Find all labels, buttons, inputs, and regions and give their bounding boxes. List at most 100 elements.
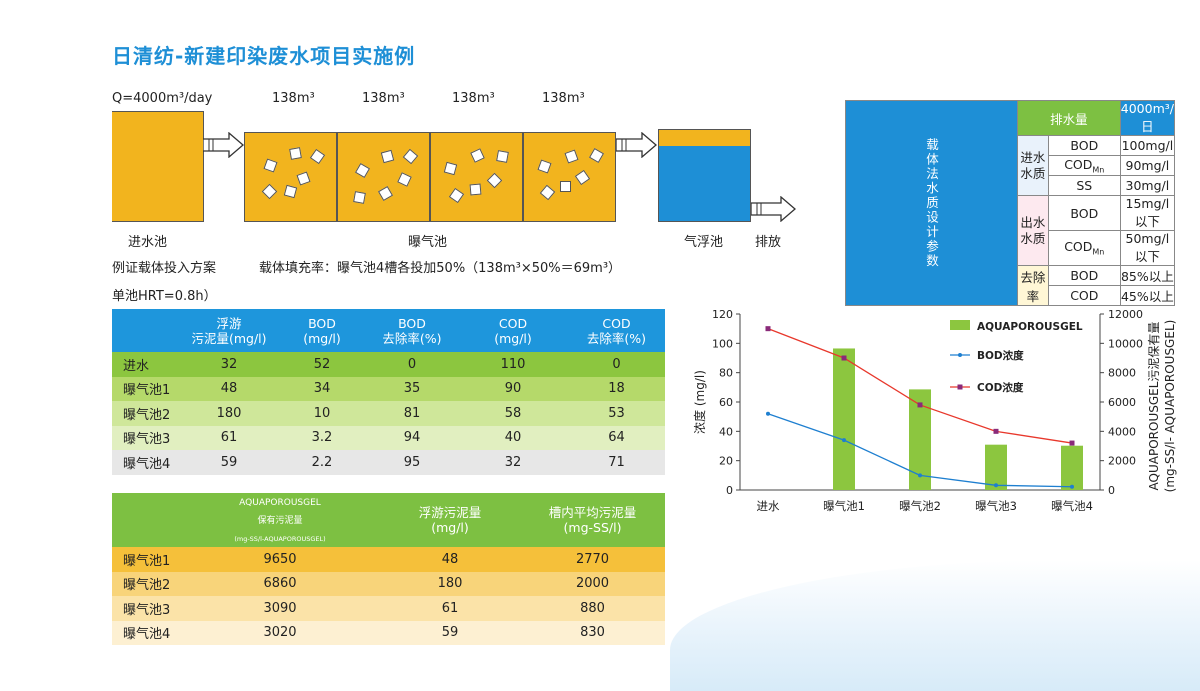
tank-divider bbox=[522, 132, 524, 222]
y2-tick-label: 12000 bbox=[1108, 308, 1143, 321]
bar bbox=[985, 444, 1007, 490]
discharge-label: 排放 bbox=[755, 235, 782, 250]
point bbox=[993, 428, 999, 434]
point bbox=[1069, 440, 1075, 446]
param-value: 85%以上 bbox=[1119, 265, 1176, 286]
x-tick-label: 进水 bbox=[757, 499, 780, 513]
table-cell: 32 bbox=[504, 454, 522, 470]
tank-divider bbox=[336, 132, 338, 222]
water-quality-table: 浮游 污泥量(mg/l) BOD (mg/l) BOD 去除率(%) COD (mg/l… bbox=[112, 309, 665, 475]
table-cell: 94 bbox=[403, 430, 421, 446]
column-header: 浮游污泥量(mg/l) bbox=[180, 309, 278, 352]
bar bbox=[909, 389, 931, 490]
y-tick-label: 120 bbox=[712, 308, 733, 321]
column-header: COD (mg/l) bbox=[458, 309, 568, 352]
param-group-outlet: 出水 水质 bbox=[1017, 195, 1049, 266]
table-cell: 81 bbox=[403, 405, 421, 421]
column-header: 槽内平均污泥量 (mg-SS/l) bbox=[520, 493, 665, 547]
row-label: 曝气池1 bbox=[123, 383, 171, 399]
param-group-inlet: 进水 水质 bbox=[1017, 135, 1049, 196]
volume-label-2: 138m³ bbox=[362, 91, 405, 106]
column-header: BOD 去除率(%) bbox=[366, 309, 458, 352]
x-tick-label: 曝气池3 bbox=[975, 499, 1017, 513]
bar bbox=[1061, 445, 1083, 490]
table-cell: 880 bbox=[580, 600, 605, 616]
volume-label-3: 138m³ bbox=[452, 91, 495, 106]
table-cell: 59 bbox=[441, 625, 459, 641]
x-tick-label: 曝气池2 bbox=[899, 499, 941, 513]
volume-label-1: 138m³ bbox=[272, 91, 315, 106]
column-header bbox=[112, 493, 180, 547]
table-cell: 2770 bbox=[575, 551, 610, 567]
fill-rate-note: 载体填充率：曝气池4槽各投加50%（138m³×50%＝69m³） bbox=[259, 261, 622, 276]
flotation-tank-label: 气浮池 bbox=[684, 235, 724, 250]
param-item: CODMn bbox=[1047, 155, 1121, 176]
table-cell: 95 bbox=[403, 454, 421, 470]
x-tick-label: 曝气池1 bbox=[823, 499, 865, 513]
table-row: 曝气池3 61 3.2 94 40 64 bbox=[112, 425, 665, 450]
y2-tick-label: 2000 bbox=[1108, 455, 1136, 468]
param-item: COD bbox=[1047, 285, 1121, 306]
table-cell: 71 bbox=[608, 454, 625, 470]
table-cell: 64 bbox=[608, 430, 625, 446]
y2-axis-title: AQUAPOROUSGEL污泥保有量 bbox=[1147, 322, 1161, 491]
arrow-icon bbox=[203, 132, 244, 158]
table-cell: 35 bbox=[403, 381, 421, 397]
row-label: 曝气池3 bbox=[123, 432, 171, 448]
table-cell: 0 bbox=[612, 356, 621, 372]
row-label: 曝气池3 bbox=[123, 602, 171, 618]
background-wave bbox=[670, 560, 1200, 691]
table-cell: 110 bbox=[500, 356, 526, 372]
table-row: 曝气池2 180 10 81 58 53 bbox=[112, 401, 665, 426]
table-cell: 48 bbox=[441, 551, 459, 567]
table-cell: 3.2 bbox=[311, 430, 333, 446]
table-cell: 34 bbox=[313, 381, 331, 397]
volume-label-4: 138m³ bbox=[542, 91, 585, 106]
point bbox=[918, 473, 922, 478]
sludge-retention-table: AQUAPOROUSGEL 保有污泥量 (mg-SS/l-AQUAPOROUSGEL… bbox=[112, 493, 665, 645]
table-cell: 9650 bbox=[263, 551, 297, 567]
x-tick-label: 曝气池4 bbox=[1051, 499, 1093, 513]
point bbox=[841, 355, 847, 361]
column-header: 浮游污泥量(mg/l) bbox=[380, 493, 520, 547]
table-cell: 58 bbox=[504, 405, 522, 421]
legend-marker bbox=[958, 353, 962, 357]
bar bbox=[833, 348, 855, 490]
column-header: BOD (mg/l) bbox=[278, 309, 366, 352]
table-cell: 3020 bbox=[263, 625, 297, 641]
point bbox=[994, 483, 998, 488]
tank-divider bbox=[429, 132, 431, 222]
row-label: 进水 bbox=[123, 358, 150, 374]
row-label: 曝气池2 bbox=[123, 578, 171, 594]
arrow-icon bbox=[751, 196, 796, 222]
table-cell: 6860 bbox=[263, 576, 297, 592]
column-header: COD 去除率(%) bbox=[568, 309, 665, 352]
y-tick-label: 80 bbox=[719, 367, 733, 380]
table-cell: 180 bbox=[437, 576, 463, 592]
concentration-chart: 0 20 40 60 80 100 120 0 2000 4000 6000 8000 10000 120… bbox=[692, 308, 1177, 513]
table-row: 曝气池3 3090 61 880 bbox=[112, 596, 665, 621]
y2-tick-label: 0 bbox=[1108, 484, 1115, 497]
table-cell: 61 bbox=[441, 600, 459, 616]
table-cell: 830 bbox=[580, 625, 605, 641]
legend-swatch bbox=[950, 320, 970, 330]
y-tick-label: 60 bbox=[719, 396, 733, 409]
param-value: 50mg/l以下 bbox=[1119, 230, 1176, 266]
y-tick-label: 0 bbox=[726, 484, 733, 497]
table-row: 曝气池1 48 34 35 90 18 bbox=[112, 376, 665, 401]
param-value: 45%以上 bbox=[1119, 285, 1176, 306]
page-title: 日清纺-新建印染废水项目实施例 bbox=[112, 44, 416, 68]
y2-tick-label: 8000 bbox=[1108, 367, 1136, 380]
param-item: SS bbox=[1047, 175, 1121, 196]
param-value: 15mg/l以下 bbox=[1119, 195, 1176, 231]
y2-tick-label: 6000 bbox=[1108, 396, 1136, 409]
table-cell: 0 bbox=[407, 356, 417, 372]
y-axis-title: 浓度 (mg/l) bbox=[692, 370, 707, 434]
table-cell: 3090 bbox=[263, 600, 297, 616]
legend-label: COD浓度 bbox=[977, 381, 1024, 394]
hrt-note: 单池HRT=0.8h） bbox=[112, 289, 217, 304]
column-header: AQUAPOROUSGEL 保有污泥量 (mg-SS/l-AQUAPOROUSGEL… bbox=[180, 493, 380, 547]
table-cell: 18 bbox=[608, 381, 625, 397]
flow-rate-label: Q=4000m³/day bbox=[112, 91, 213, 106]
point bbox=[765, 326, 771, 332]
